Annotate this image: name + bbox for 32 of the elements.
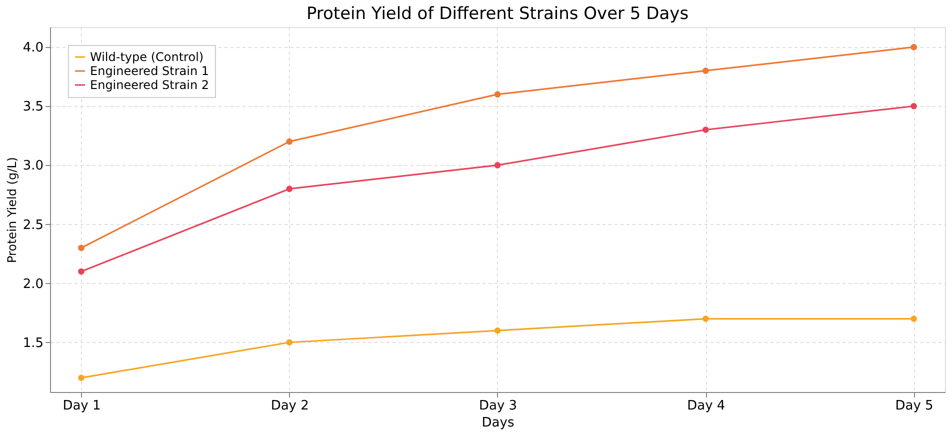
y-tick-label: 4.0: [22, 40, 44, 56]
point: [494, 327, 501, 334]
y-tick-label: 2.5: [22, 218, 44, 233]
x-tick-label: Day 5: [895, 398, 934, 414]
y-axis-title: Protein Yield (g/L): [4, 157, 19, 263]
y-tick-label: 2.0: [22, 276, 44, 292]
legend-label: Wild-type (Control): [90, 50, 204, 64]
point: [910, 316, 917, 322]
point: [78, 244, 84, 252]
y-tick-label: 3.0: [22, 158, 44, 174]
chart-title: Protein Yield of Different Strains Over 5 Days: [306, 4, 689, 24]
point: [286, 339, 293, 346]
point: [910, 44, 917, 50]
x-tick-label: Day 2: [270, 398, 309, 414]
x-axis-title: Days: [482, 416, 514, 430]
legend-label: Engineered Strain 1: [90, 64, 209, 78]
x-tick-label: Day 3: [478, 398, 518, 414]
point: [78, 374, 84, 381]
point: [286, 186, 293, 192]
y-tick-label: 1.5: [22, 336, 44, 351]
point: [702, 316, 709, 322]
point: [702, 68, 709, 74]
point: [494, 91, 501, 98]
y-tick-label: 3.5: [22, 100, 44, 115]
legend-label: Engineered Strain 2: [90, 78, 209, 92]
point: [910, 102, 917, 110]
x-tick-label: Day 1: [62, 398, 101, 414]
point: [78, 268, 84, 275]
point: [702, 126, 709, 133]
point: [286, 138, 293, 145]
x-tick-label: Day 4: [687, 398, 726, 414]
point: [494, 162, 501, 168]
